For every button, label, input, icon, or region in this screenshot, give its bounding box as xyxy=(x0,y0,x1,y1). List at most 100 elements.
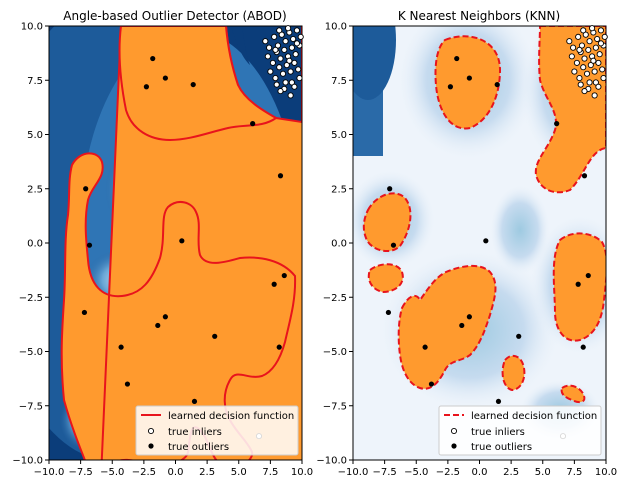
abod-outlier-point xyxy=(212,333,218,339)
abod-legend-outliers: true outliers xyxy=(168,442,229,453)
knn-inlier-point xyxy=(589,25,596,32)
abod-inlier-point xyxy=(290,35,297,43)
knn-inlier-point xyxy=(591,92,598,99)
knn-y-tick-label: 7.5 xyxy=(331,76,347,87)
abod-outlier-point xyxy=(162,314,168,320)
knn-dark-corner-2 xyxy=(353,26,396,100)
abod-inlier-point xyxy=(293,27,300,34)
knn-outlier-point xyxy=(581,173,588,179)
abod-inlier-point xyxy=(293,40,300,47)
knn-points xyxy=(385,25,608,440)
abod-outlier-point xyxy=(124,381,131,387)
abod-inlier-point xyxy=(272,75,279,82)
knn-inlier-point xyxy=(580,64,587,71)
knn-inlier-point xyxy=(570,44,577,51)
abod-inlier-point xyxy=(295,66,302,73)
knn-y-tick-label: −2.5 xyxy=(323,293,347,304)
knn-x-tick-label: −2.5 xyxy=(436,467,460,478)
knn-inlier-point xyxy=(578,42,586,49)
abod-inlier-point xyxy=(288,44,295,51)
abod-inlier-point xyxy=(291,83,298,90)
knn-x-tick-label: −7.5 xyxy=(372,467,396,478)
abod-x-tick-label: 5.0 xyxy=(231,467,247,478)
knn-y-tick-label: 10.0 xyxy=(325,22,347,33)
abod-legend-inliers: true inliers xyxy=(168,427,222,438)
knn-inlier-point xyxy=(583,70,591,77)
knn-inlier-point xyxy=(577,81,584,88)
abod-inlier-point xyxy=(282,79,289,86)
abod-x-tick-label: −7.5 xyxy=(68,467,92,478)
knn-outlier-point xyxy=(580,344,586,350)
abod-y-tick-label: −10.0 xyxy=(12,456,43,467)
knn-title: K Nearest Neighbors (KNN) xyxy=(398,9,560,23)
knn-inlier-point xyxy=(566,38,573,45)
knn-outlier-point xyxy=(554,121,560,127)
knn-region-left-low xyxy=(367,263,404,294)
abod-inlier-point xyxy=(283,62,290,69)
knn-inlier-point xyxy=(590,57,597,64)
knn-region-small-bottom xyxy=(501,354,526,392)
knn-legend-box xyxy=(438,405,602,456)
knn-outlier-point xyxy=(422,344,428,350)
knn-inlier-point xyxy=(597,27,604,34)
abod-outlier-point xyxy=(143,84,150,90)
abod-y-ticks: 10.0 7.5 5.0 2.5 0.0 −2.5 −5.0 −7.5 −10.0 xyxy=(12,22,49,467)
abod-x-tick-label: −5.0 xyxy=(100,467,124,478)
knn-inlier-point xyxy=(601,33,608,40)
knn-region-top-right xyxy=(534,26,606,194)
abod-outlier-point xyxy=(250,121,256,127)
abod-inlier-upper xyxy=(118,26,278,142)
abod-x-tick-label: −2.5 xyxy=(132,467,156,478)
abod-inlier-point xyxy=(271,33,278,40)
knn-y-tick-label: −7.5 xyxy=(323,401,347,412)
knn-inlier-point xyxy=(582,31,589,38)
abod-outlier-point xyxy=(150,55,156,62)
knn-region-top-center xyxy=(434,35,502,130)
abod-x-tick-label: 10.0 xyxy=(291,467,313,478)
abod-x-ticks: −10.0 −7.5 −5.0 −2.5 0.0 2.5 5.0 7.5 10.0 xyxy=(34,460,313,478)
knn-region-center-low xyxy=(397,265,497,390)
knn-ring-6 xyxy=(490,185,550,275)
abod-outlier-point xyxy=(276,344,282,350)
abod-inlier-point xyxy=(292,51,299,58)
abod-panel: Angle-based Outlier Detector (ABOD) −10.… xyxy=(12,9,313,478)
knn-outlier-point xyxy=(483,238,489,244)
knn-legend-inliers: true inliers xyxy=(471,427,525,438)
abod-inlier-point xyxy=(264,53,271,60)
knn-y-tick-label: 2.5 xyxy=(331,184,347,195)
knn-inlier-point xyxy=(592,79,599,86)
knn-outlier-point xyxy=(454,55,460,62)
knn-y-tick-label: 5.0 xyxy=(331,130,347,141)
knn-inlier-point xyxy=(576,75,583,82)
knn-x-tick-label: −5.0 xyxy=(404,467,428,478)
knn-inlier-point xyxy=(575,33,582,40)
knn-inlier-point xyxy=(576,46,583,53)
abod-inlier-point xyxy=(291,59,298,66)
knn-inlier-point xyxy=(596,51,603,58)
knn-region-right-bottom xyxy=(560,384,586,404)
knn-y-tick-label: −5.0 xyxy=(323,347,347,358)
abod-inlier-point xyxy=(267,68,274,75)
abod-x-tick-label: 0.0 xyxy=(168,467,184,478)
abod-outlier-point xyxy=(83,186,89,192)
abod-outlier-point xyxy=(190,81,196,88)
abod-x-tick-label: −10.0 xyxy=(34,467,65,478)
knn-outlier-point xyxy=(466,75,472,81)
abod-top-notch xyxy=(231,26,250,65)
knn-outlier-point xyxy=(494,81,500,88)
abod-title: Angle-based Outlier Detector (ABOD) xyxy=(63,9,286,23)
abod-legend-decision: learned decision function xyxy=(168,411,294,422)
abod-outlier-point xyxy=(162,75,168,81)
abod-legend-box xyxy=(135,405,299,456)
abod-outlier-point xyxy=(281,272,287,279)
abod-inlier-point xyxy=(277,55,284,62)
abod-y-tick-label: −2.5 xyxy=(19,293,43,304)
knn-x-tick-label: 7.5 xyxy=(566,467,582,478)
knn-y-tick-label: 0.0 xyxy=(331,239,347,250)
abod-y-tick-label: 2.5 xyxy=(27,184,43,195)
abod-inlier-point xyxy=(285,25,292,32)
abod-y-tick-label: 10.0 xyxy=(21,22,43,33)
knn-x-tick-label: −10.0 xyxy=(338,467,369,478)
abod-outlier-point xyxy=(179,238,185,244)
